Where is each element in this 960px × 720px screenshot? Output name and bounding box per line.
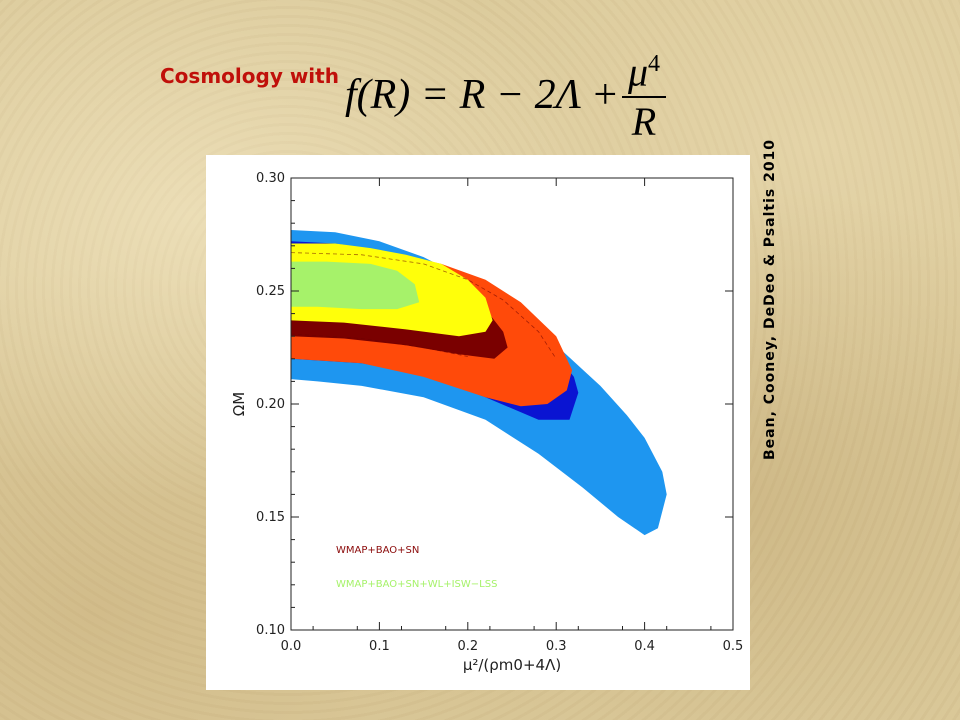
y-tick-label: 0.15	[256, 510, 285, 525]
y-tick-label: 0.20	[256, 397, 285, 412]
y-axis-label: ΩM	[230, 392, 248, 416]
x-tick-label: 0.5	[723, 639, 744, 654]
plot-panel: 0.0 0.1 0.2 0.3 0.4 0.5 0.10 0.15 0.20 0.25 0.30 μ²…	[206, 155, 750, 690]
formula: f(R) = R − 2Λ + μ4 R	[345, 38, 685, 144]
contour-region-6	[291, 261, 420, 310]
dashed-guide-1	[291, 252, 557, 360]
dashed-guide-2	[291, 333, 468, 357]
formula-denominator: R	[631, 99, 657, 145]
x-axis-label: μ²/(ρm0+4Λ)	[463, 656, 561, 674]
fraction-bar	[622, 96, 666, 99]
legend-entry: WMAP+BAO+SN	[336, 545, 419, 556]
formula-numerator: μ4	[627, 49, 661, 95]
y-tick-label: 0.30	[256, 171, 285, 186]
formula-lhs: f(R) = R − 2Λ +	[345, 72, 620, 118]
x-tick-label: 0.1	[369, 639, 390, 654]
formula-fraction: μ4 R	[622, 42, 666, 144]
y-tick-label: 0.10	[256, 623, 285, 638]
contour-chart: 0.0 0.1 0.2 0.3 0.4 0.5 0.10 0.15 0.20 0.25 0.30 μ²…	[230, 171, 744, 674]
x-tick-label: 0.3	[546, 639, 567, 654]
legend-entry: WMAP+BAO+SN+WL+ISW−LSS	[336, 579, 497, 590]
x-tick-label: 0.4	[634, 639, 655, 654]
y-tick-label: 0.25	[256, 284, 285, 299]
x-tick-label: 0.2	[457, 639, 478, 654]
x-tick-label: 0.0	[281, 639, 302, 654]
credit-text: Bean, Cooney, DeDeo & Psaltis 2010	[762, 138, 778, 460]
slide-title: Cosmology with	[160, 64, 339, 88]
